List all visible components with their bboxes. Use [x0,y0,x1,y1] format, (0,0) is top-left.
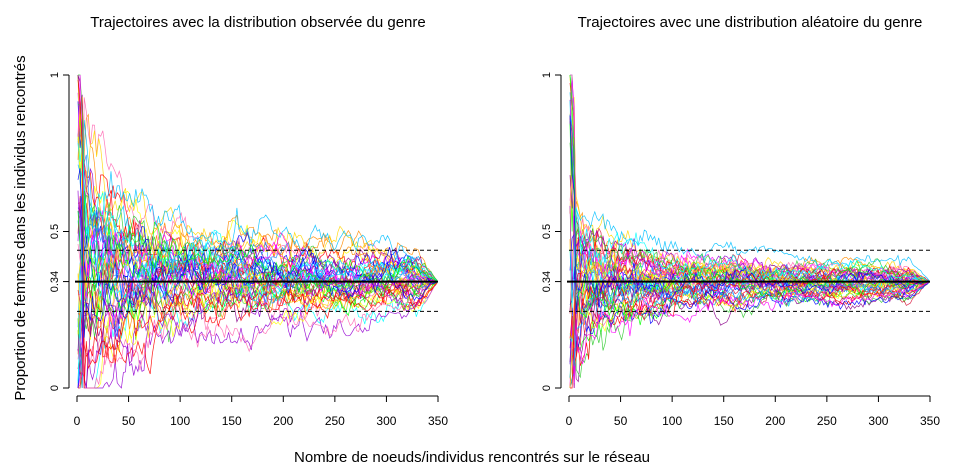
trajectory-series [77,113,438,310]
trajectory-series [77,119,438,281]
x-tick-label: 0 [566,414,573,428]
chart-panel-observed: Trajectoires avec la distribution observ… [49,14,448,428]
chart-title: Trajectoires avec une distribution aléat… [578,14,923,31]
x-tick-label: 300 [376,414,396,428]
trajectory-series [569,208,930,379]
y-tick-label: 0.5 [49,224,61,239]
x-tick-label: 50 [122,414,136,428]
y-tick-label: 0.5 [541,224,553,239]
trajectory-series [77,168,438,338]
trajectory-series [569,74,930,282]
trajectory-series [77,101,438,291]
trajectory-series [569,115,929,318]
x-tick-label: 200 [765,414,785,428]
y-tick-label: 1 [49,72,61,78]
x-tick-label: 350 [920,414,940,428]
trajectory-series [77,282,438,389]
x-tick-label: 100 [170,414,190,428]
trajectory-series [569,137,930,379]
trajectory-series [569,92,929,293]
y-tick-label: 0 [541,385,553,391]
y-tick-label: 0 [49,385,61,391]
x-tick-label: 250 [817,414,837,428]
x-axis-label: Nombre de noeuds/individus rencontrés su… [294,449,650,466]
trajectory-series [569,207,930,308]
y-tick-label: 0.34 [541,271,553,292]
y-axis-label: Proportion de femmes dans les individus … [12,55,29,400]
axes: 0 50 100 150 200 250 300 350 0 0.34 0.5 1 [541,72,940,428]
trajectory-series [569,80,930,365]
plot-area [75,74,438,389]
trajectory-series [77,239,438,389]
trajectory-series [569,74,930,289]
x-tick-label: 200 [273,414,293,428]
trajectory-series [569,74,930,282]
trajectory-series [77,74,438,281]
x-tick-label: 250 [325,414,345,428]
trajectory-series [569,114,930,288]
x-tick-label: 50 [614,414,628,428]
chart-title: Trajectoires avec la distribution observ… [90,14,425,31]
trajectory-series [570,271,930,389]
trajectory-series [569,121,930,285]
x-tick-label: 0 [74,414,81,428]
trajectory-series [77,136,438,346]
trajectory-series [569,278,930,378]
x-tick-label: 150 [222,414,242,428]
x-tick-label: 100 [662,414,682,428]
trajectory-series [569,74,930,321]
y-tick-label: 0.34 [49,271,61,292]
trajectory-series [569,115,930,314]
trajectory-series [569,281,930,383]
trajectory-series [569,248,930,389]
trajectory-series [77,130,438,339]
chart-panel-random: Trajectoires avec une distribution aléat… [541,14,940,428]
x-tick-label: 350 [428,414,448,428]
y-tick-label: 1 [541,72,553,78]
trajectory-series [77,141,438,302]
trajectory-series [77,196,438,375]
trajectory-series [77,154,438,296]
x-tick-label: 300 [868,414,888,428]
trajectory-series [77,79,438,389]
trajectory-series [77,190,438,389]
trajectory-series [569,121,930,352]
x-tick-label: 150 [714,414,734,428]
trajectory-series [570,74,930,282]
plot-area [567,74,930,389]
axes: 0 50 100 150 200 250 300 350 0 0.34 0.5 1 [49,72,448,428]
